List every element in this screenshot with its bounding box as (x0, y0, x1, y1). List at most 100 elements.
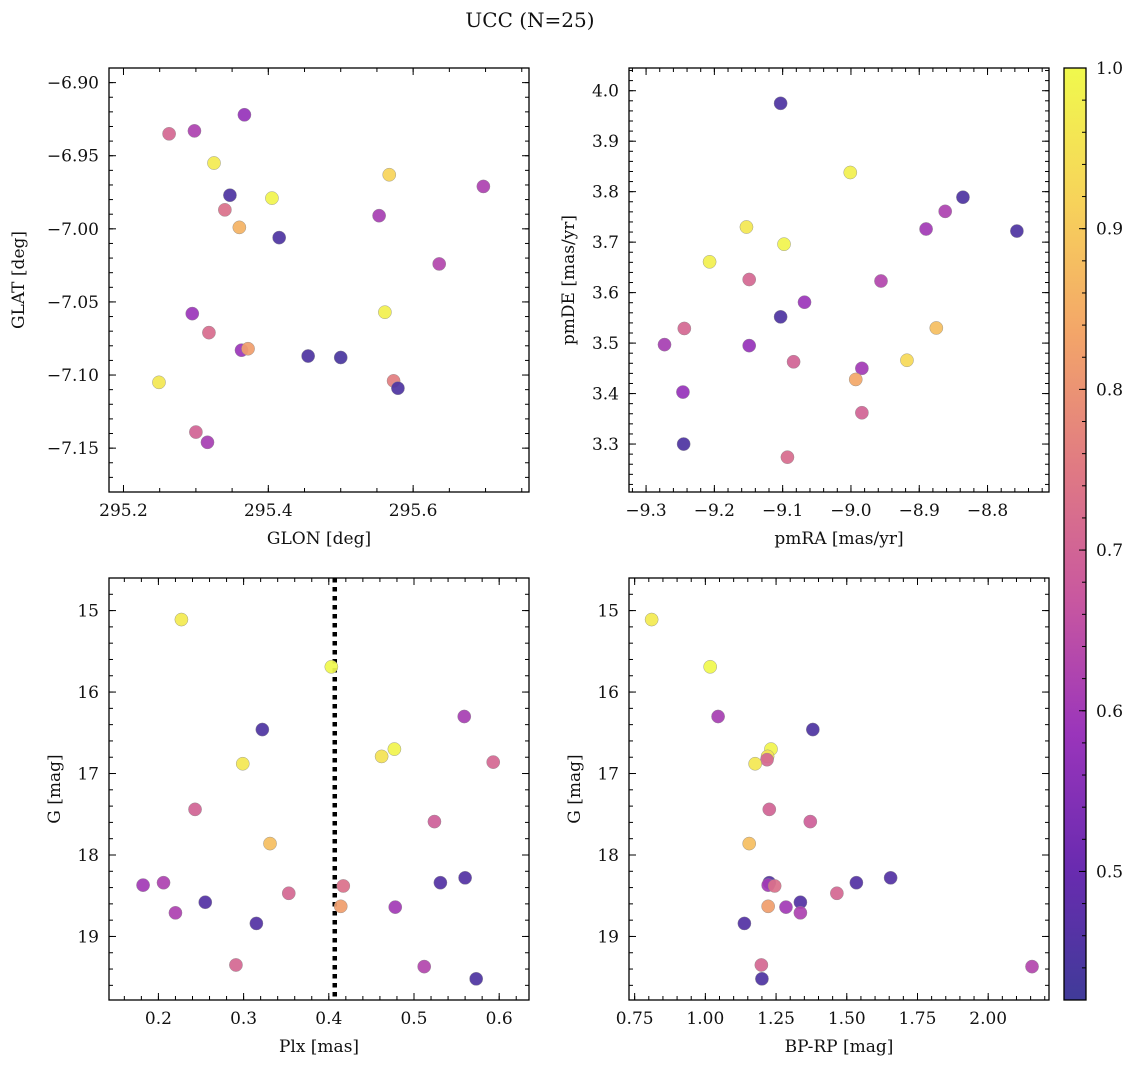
scatter-point (388, 900, 403, 914)
panel-pmra-pmde: −9.3 −9.2 −9.1 −9.0 −8.9 −8.8 3.3 3.4 3.5 3.6 3.7 3… (559, 67, 1050, 549)
scatter-point (281, 886, 296, 901)
x-tick-label: 0.3 (230, 1009, 257, 1029)
scatter-point (803, 814, 818, 829)
scatter-point (739, 220, 754, 234)
scatter-point (241, 341, 255, 356)
y-tick-label: 3.3 (592, 435, 619, 455)
colorbar-tick-label: 0.6 (1096, 702, 1123, 722)
y-tick-label: −7.00 (47, 220, 99, 240)
scatter-point (702, 255, 717, 269)
y-tick-label: −6.95 (47, 147, 99, 167)
scatter-point (378, 305, 392, 319)
scatter-points (152, 107, 491, 450)
y-tick-label: 3.9 (592, 132, 619, 152)
y-tick-label: 15 (77, 602, 99, 622)
scatter-point (703, 659, 717, 674)
x-tick-label: −9.2 (694, 501, 735, 521)
x-tick-label: 295.6 (389, 501, 438, 521)
scatter-point (755, 972, 769, 986)
x-axis-label: BP-RP [mag] (785, 1037, 894, 1057)
scatter-point (249, 916, 264, 931)
y-tick-label: 17 (597, 765, 619, 785)
panel-glon-glat: 295.2 295.4 295.6 −6.90 −6.95 −7.00 −7.05 −7.10… (9, 67, 530, 549)
scatter-point (374, 749, 389, 764)
scatter-point (156, 875, 171, 890)
scatter-point (849, 875, 864, 890)
colorbar-tick-label: 0.5 (1096, 862, 1123, 882)
y-tick-label: 19 (597, 927, 619, 947)
scatter-point (762, 802, 777, 817)
x-tick-label: 1.75 (899, 1009, 937, 1029)
x-axis-label: pmRA [mas/yr] (774, 529, 903, 549)
scatter-point (387, 742, 402, 756)
scatter-point (433, 875, 448, 890)
y-tick-label: 3.8 (592, 183, 619, 203)
scatter-point (900, 353, 914, 368)
colorbar-tick-label: 0.8 (1096, 380, 1123, 400)
scatter-point (136, 878, 150, 892)
scatter-point (806, 722, 820, 737)
y-tick-label: 18 (597, 846, 619, 866)
y-tick-label: 3.7 (592, 233, 619, 253)
scatter-point (457, 709, 472, 724)
scatter-points (644, 612, 1039, 986)
figure-title: UCC (N=25) (465, 8, 594, 32)
scatter-point (793, 906, 808, 920)
scatter-point (469, 972, 483, 986)
scatter-point (843, 165, 858, 180)
scatter-point (333, 899, 348, 914)
colorbar-frame (1063, 67, 1087, 1001)
scatter-point (235, 756, 250, 771)
x-axis-label: GLON [deg] (267, 529, 371, 549)
scatter-point (797, 295, 812, 310)
x-tick-label: 1.00 (686, 1009, 724, 1029)
scatter-point (883, 870, 898, 885)
scatter-point (748, 756, 762, 771)
y-tick-label: 15 (597, 602, 619, 622)
y-tick-label: −7.15 (47, 439, 99, 459)
scatter-point (929, 321, 944, 335)
y-tick-label: −7.05 (47, 293, 99, 313)
x-tick-label: 0.4 (315, 1009, 342, 1029)
y-axis-label: pmDE [mas/yr] (559, 215, 579, 345)
scatter-point (174, 612, 189, 627)
scatter-point (676, 437, 691, 451)
scatter-point (677, 321, 692, 336)
scatter-point (779, 900, 793, 914)
x-tick-label: −9.1 (762, 501, 803, 521)
y-axis-label: G [mag] (45, 754, 65, 823)
scatter-point (760, 752, 774, 767)
scatter-points (136, 612, 501, 986)
scatter-points (657, 96, 1024, 464)
colorbar-tick-label: 0.7 (1096, 541, 1123, 561)
axes-frame (628, 67, 1050, 493)
scatter-point (761, 899, 775, 914)
scatter-point (198, 895, 213, 910)
scatter-point (1010, 224, 1024, 238)
y-tick-label: 3.5 (592, 334, 619, 354)
scatter-point (754, 958, 769, 972)
scatter-point (1025, 959, 1039, 974)
scatter-point (200, 435, 215, 450)
y-tick-label: 19 (77, 927, 99, 947)
scatter-point (324, 659, 339, 674)
scatter-point (855, 361, 869, 376)
scatter-point (644, 612, 659, 627)
scatter-point (919, 222, 933, 236)
scatter-point (168, 906, 183, 920)
scatter-point (767, 879, 782, 893)
colorbar-gradient (1064, 68, 1086, 1000)
x-tick-label: 0.75 (616, 1009, 654, 1029)
scatter-point (207, 156, 221, 170)
scatter-point (263, 836, 277, 851)
y-tick-label: 16 (77, 683, 99, 703)
scatter-point (185, 306, 200, 321)
y-tick-label: −7.10 (47, 366, 99, 386)
scatter-point (372, 208, 386, 223)
scatter-point (152, 375, 166, 390)
scatter-point (742, 836, 757, 851)
ticks (629, 577, 1049, 1000)
scatter-point (848, 372, 863, 387)
x-axis-label: Plx [mas] (279, 1037, 359, 1057)
